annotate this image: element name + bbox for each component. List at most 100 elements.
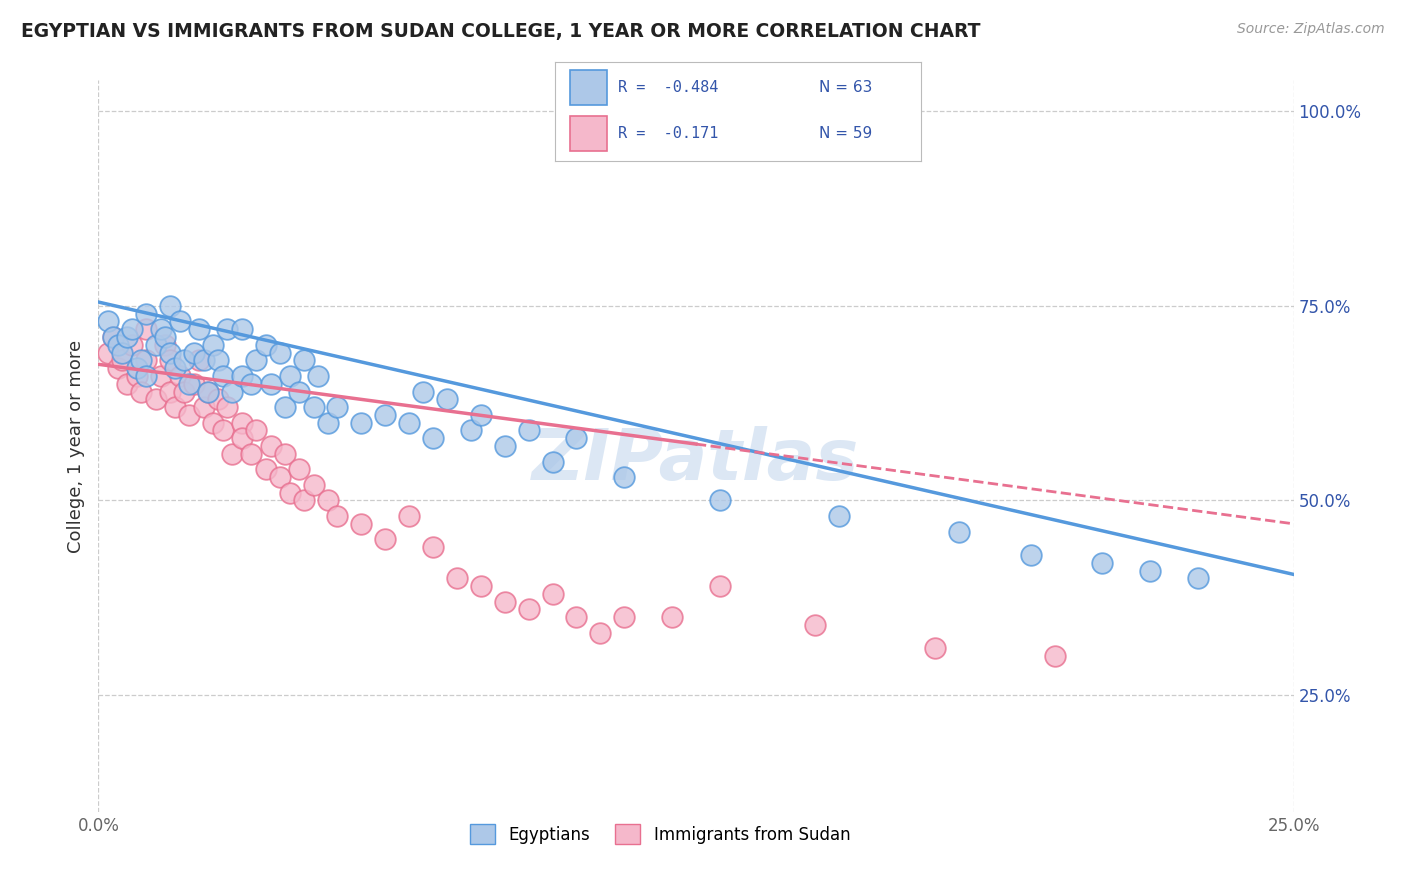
Point xyxy=(924,641,946,656)
Point xyxy=(207,353,229,368)
Point xyxy=(101,330,124,344)
Point xyxy=(107,361,129,376)
Point xyxy=(274,447,297,461)
Point xyxy=(121,322,143,336)
Point xyxy=(278,368,301,383)
Point xyxy=(460,424,482,438)
Point xyxy=(169,314,191,328)
Point xyxy=(613,470,636,484)
FancyBboxPatch shape xyxy=(569,70,606,104)
Point xyxy=(494,594,516,608)
Point xyxy=(374,408,396,422)
Text: ZIPatlas: ZIPatlas xyxy=(533,426,859,495)
Point xyxy=(350,416,373,430)
Text: R =  -0.484: R = -0.484 xyxy=(617,80,718,95)
Legend: Egyptians, Immigrants from Sudan: Egyptians, Immigrants from Sudan xyxy=(464,817,856,851)
Point xyxy=(131,353,153,368)
Point xyxy=(269,470,291,484)
Point xyxy=(494,439,516,453)
Point xyxy=(125,361,148,376)
Point xyxy=(197,384,219,399)
Point xyxy=(288,462,311,476)
Point xyxy=(159,353,181,368)
Point xyxy=(302,478,325,492)
Point xyxy=(326,400,349,414)
Point xyxy=(254,462,277,476)
Point xyxy=(316,416,339,430)
Point xyxy=(541,587,564,601)
Point xyxy=(111,353,134,368)
Point xyxy=(221,447,243,461)
Point xyxy=(446,571,468,585)
Point xyxy=(97,314,120,328)
Point xyxy=(163,400,186,414)
Point xyxy=(197,384,219,399)
Point xyxy=(202,338,225,352)
Point xyxy=(169,368,191,383)
Point xyxy=(211,424,233,438)
Point xyxy=(470,579,492,593)
Point xyxy=(709,579,731,593)
Point xyxy=(326,509,349,524)
Point xyxy=(231,416,253,430)
Point xyxy=(517,602,540,616)
Point xyxy=(207,392,229,407)
Point xyxy=(436,392,458,407)
Point xyxy=(107,338,129,352)
Point xyxy=(245,424,267,438)
Point xyxy=(115,330,138,344)
Point xyxy=(589,625,612,640)
Point xyxy=(135,353,157,368)
Point xyxy=(97,345,120,359)
Point xyxy=(231,322,253,336)
Point xyxy=(240,447,263,461)
Point xyxy=(1187,571,1209,585)
Point xyxy=(269,345,291,359)
Point xyxy=(288,384,311,399)
Point xyxy=(245,353,267,368)
Point xyxy=(316,493,339,508)
Point xyxy=(565,610,588,624)
Point xyxy=(350,516,373,531)
Point xyxy=(948,524,970,539)
Point xyxy=(1019,548,1042,562)
Point xyxy=(221,384,243,399)
Point xyxy=(259,439,281,453)
Point xyxy=(179,408,201,422)
Point xyxy=(470,408,492,422)
Point xyxy=(145,338,167,352)
Point xyxy=(159,384,181,399)
Point xyxy=(179,376,201,391)
Point xyxy=(155,330,177,344)
Point xyxy=(828,509,851,524)
Point xyxy=(217,322,239,336)
Point xyxy=(231,431,253,445)
Text: R =  -0.171: R = -0.171 xyxy=(617,126,718,141)
Point xyxy=(173,353,195,368)
Point xyxy=(135,322,157,336)
Point xyxy=(709,493,731,508)
FancyBboxPatch shape xyxy=(569,117,606,151)
Point xyxy=(412,384,434,399)
Point xyxy=(145,392,167,407)
Point xyxy=(541,454,564,468)
Y-axis label: College, 1 year or more: College, 1 year or more xyxy=(66,340,84,552)
Point xyxy=(565,431,588,445)
Point xyxy=(398,416,420,430)
Point xyxy=(307,368,329,383)
Text: N = 59: N = 59 xyxy=(818,126,872,141)
Point xyxy=(149,322,172,336)
Point xyxy=(111,345,134,359)
Point xyxy=(661,610,683,624)
Point xyxy=(135,307,157,321)
Point xyxy=(517,424,540,438)
Point xyxy=(259,376,281,391)
Point xyxy=(193,353,215,368)
Point xyxy=(274,400,297,414)
Point xyxy=(1139,564,1161,578)
Point xyxy=(1043,649,1066,664)
Point xyxy=(173,384,195,399)
Point xyxy=(231,368,253,383)
Point xyxy=(187,353,209,368)
Point xyxy=(101,330,124,344)
